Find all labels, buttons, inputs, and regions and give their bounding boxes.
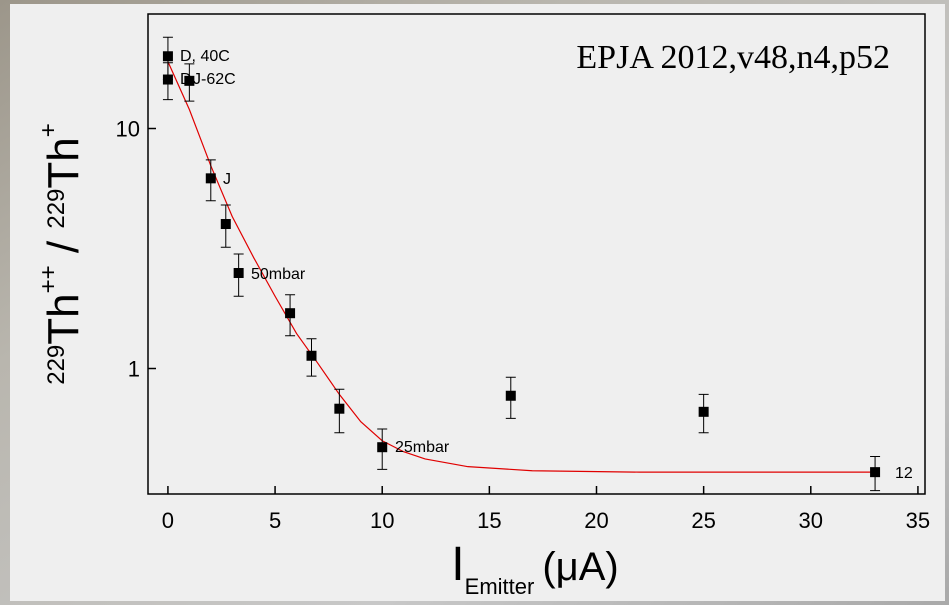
- annotation: 50mbar: [251, 266, 306, 283]
- x-tick-label: 20: [584, 508, 608, 533]
- annotation: D: [180, 71, 192, 88]
- data-point: [377, 442, 388, 453]
- x-axis-label: IEmitter (μA): [451, 538, 618, 599]
- y-label-part: Th: [39, 293, 88, 344]
- data-point: [233, 268, 244, 279]
- annotation: 25mbar: [395, 439, 450, 456]
- data-point: [306, 350, 317, 361]
- x-tick-label: 0: [162, 508, 174, 533]
- y-tick-label: 1: [128, 357, 140, 382]
- plot-panel: [10, 4, 945, 601]
- data-point: [205, 173, 216, 184]
- y-label-part: 229: [43, 189, 70, 229]
- data-point: [184, 75, 195, 86]
- y-axis-label: 229Th++ / 229Th+: [35, 123, 88, 385]
- data-point: [162, 74, 173, 85]
- annotation: J: [223, 171, 231, 188]
- x-tick-label: 5: [269, 508, 281, 533]
- data-point: [334, 403, 345, 414]
- annotation: D, 40C: [180, 48, 230, 65]
- data-point: [505, 390, 516, 401]
- x-tick-label: 30: [799, 508, 823, 533]
- x-tick-label: 10: [370, 508, 394, 533]
- annotation: J-62C: [193, 71, 236, 88]
- data-point: [698, 406, 709, 417]
- y-label-part: Th: [39, 137, 88, 188]
- plot-frame: [147, 13, 926, 495]
- data-point: [220, 219, 231, 230]
- y-label-part: 229: [43, 345, 70, 385]
- y-tick-label: 10: [116, 117, 140, 142]
- x-tick-label: 25: [691, 508, 715, 533]
- x-tick-label: 35: [906, 508, 930, 533]
- y-label-part: +: [35, 123, 62, 137]
- data-point: [285, 308, 296, 319]
- y-label-part: ++: [35, 265, 62, 293]
- x-label-unit: (μA): [542, 545, 618, 589]
- chart-title: EPJA 2012,v48,n4,p52: [576, 39, 890, 76]
- x-tick-label: 15: [477, 508, 501, 533]
- y-label-part: /: [39, 229, 88, 266]
- data-point: [870, 467, 881, 478]
- annotation: 12: [895, 465, 913, 482]
- x-label-sub: Emitter: [465, 574, 535, 599]
- data-point: [162, 51, 173, 62]
- x-label-main: I: [451, 538, 464, 591]
